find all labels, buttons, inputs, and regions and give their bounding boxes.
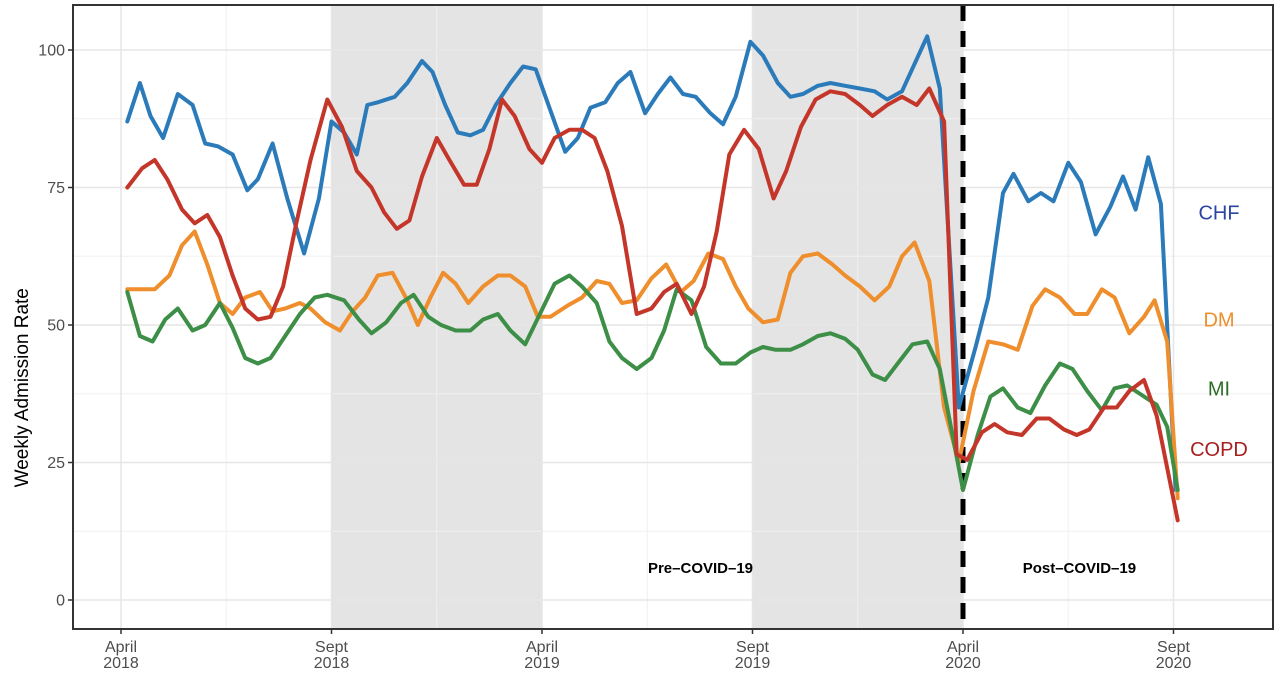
- x-tick-label-year: 2019: [524, 655, 560, 672]
- x-tick-label-year: 2018: [314, 655, 350, 672]
- series-labels: CHF DM MI COPD: [1190, 202, 1248, 461]
- y-axis: 0 25 50 75 100: [38, 43, 73, 610]
- x-tick-label-month: April: [526, 639, 558, 656]
- y-tick-label: 75: [47, 180, 65, 197]
- series-line-chf: [125, 34, 1178, 492]
- series-label-mi: MI: [1208, 378, 1230, 400]
- x-tick-label-month: Sept: [315, 639, 348, 656]
- y-tick-label: 0: [56, 593, 65, 610]
- x-tick-label-month: April: [947, 639, 979, 656]
- x-axis: April2018Sept2018April2019Sept2019April2…: [103, 629, 1191, 672]
- x-tick-label-year: 2020: [945, 655, 981, 672]
- x-tick-label-year: 2018: [103, 655, 139, 672]
- series-label-chf: CHF: [1198, 202, 1239, 224]
- series-label-dm: DM: [1203, 310, 1234, 332]
- plot-border: [72, 4, 1274, 630]
- series-line-dm: [125, 229, 1180, 501]
- annotation-1: Pre–COVID–19: [648, 560, 753, 577]
- y-tick-label: 100: [38, 43, 65, 60]
- series-line-copd: [125, 86, 1180, 523]
- y-tick-label: 25: [47, 455, 65, 472]
- series-lines: [125, 34, 1180, 523]
- series-line-mi: [125, 273, 1180, 492]
- y-tick-label: 50: [47, 318, 65, 335]
- x-tick-label-year: 2019: [735, 655, 771, 672]
- series-label-copd: COPD: [1190, 439, 1248, 461]
- x-tick-label-month: Sept: [1157, 639, 1190, 656]
- x-tick-label-month: April: [105, 639, 137, 656]
- period-annotations: Pre–COVID–19 Post–COVID–19: [648, 560, 1136, 577]
- annotation-2: Post–COVID–19: [1023, 560, 1136, 577]
- x-tick-label-year: 2020: [1156, 655, 1192, 672]
- x-tick-label-month: Sept: [736, 639, 769, 656]
- y-axis-title: Weekly Admission Rate: [12, 288, 33, 487]
